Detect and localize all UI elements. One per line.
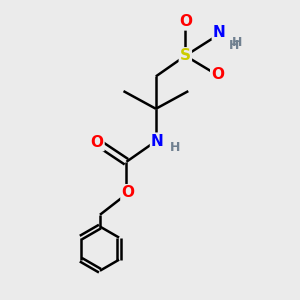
Text: N: N (213, 25, 226, 40)
Text: H: H (170, 141, 180, 154)
Text: S: S (180, 48, 191, 63)
Text: O: O (122, 185, 134, 200)
Text: N: N (151, 134, 164, 149)
Text: O: O (91, 135, 103, 150)
Text: H: H (229, 39, 239, 52)
Text: H: H (232, 36, 242, 49)
Text: O: O (211, 68, 224, 82)
Text: O: O (179, 14, 192, 29)
